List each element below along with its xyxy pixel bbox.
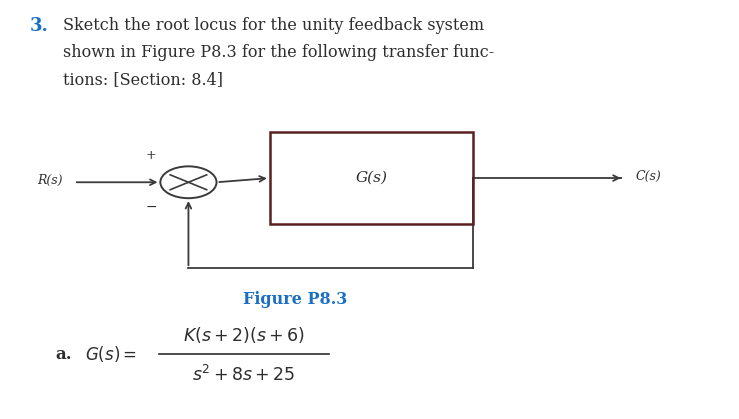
Text: R(s): R(s) <box>37 173 63 187</box>
Text: +: + <box>146 149 157 162</box>
Text: G(s): G(s) <box>355 171 387 185</box>
Text: $K(s+2)(s+6)$: $K(s+2)(s+6)$ <box>183 325 304 345</box>
Text: C(s): C(s) <box>636 169 661 183</box>
Text: tions: [Section: 8.4]: tions: [Section: 8.4] <box>63 71 223 88</box>
Text: shown in Figure P8.3 for the following transfer func-: shown in Figure P8.3 for the following t… <box>63 44 494 61</box>
Text: $G(s) =$: $G(s) =$ <box>85 344 137 364</box>
Text: 3.: 3. <box>30 17 49 35</box>
Text: Figure P8.3: Figure P8.3 <box>243 291 348 308</box>
Text: a.: a. <box>55 346 72 362</box>
Text: Sketch the root locus for the unity feedback system: Sketch the root locus for the unity feed… <box>63 17 484 34</box>
Text: $s^2+8s+25$: $s^2+8s+25$ <box>192 365 296 385</box>
Text: −: − <box>145 200 157 214</box>
